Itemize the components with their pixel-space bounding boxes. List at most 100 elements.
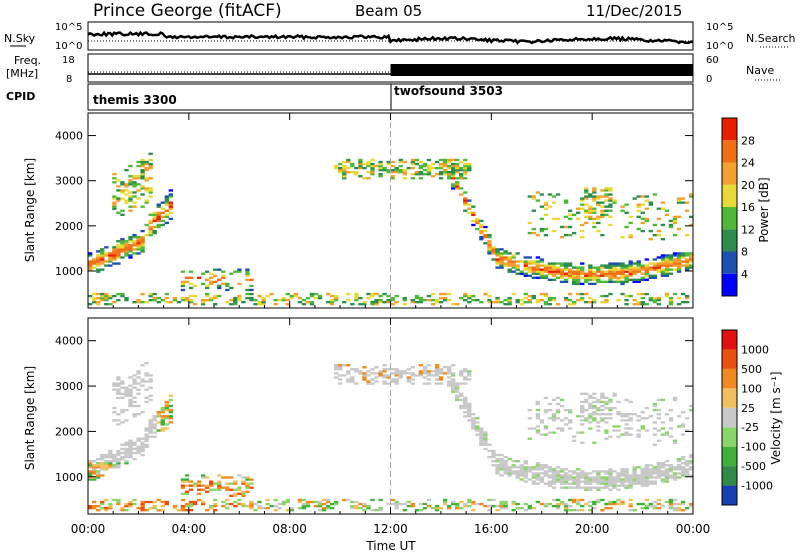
power-cell — [225, 282, 230, 286]
power-cell — [140, 301, 145, 304]
power-cell — [507, 260, 512, 263]
velocity-cell — [112, 382, 117, 385]
velocity-cell — [588, 509, 593, 512]
velocity-cell — [572, 472, 577, 475]
velocity-cell — [668, 500, 674, 504]
velocity-cell — [652, 480, 657, 483]
power-cell — [652, 264, 657, 267]
velocity-cell — [563, 478, 569, 481]
power-cell — [636, 209, 641, 212]
velocity-cell — [688, 504, 694, 508]
power-cell — [644, 303, 649, 306]
power-cell — [394, 166, 399, 170]
power-cell — [640, 203, 645, 206]
power-cell — [487, 250, 492, 253]
power-cell — [317, 294, 323, 298]
velocity-cell — [588, 415, 593, 418]
velocity-cell — [362, 376, 367, 379]
power-cell — [576, 282, 581, 286]
velocity-cell — [652, 472, 657, 475]
velocity-cell — [475, 502, 480, 506]
power-cell — [543, 301, 549, 304]
power-cell — [632, 270, 637, 273]
velocity-cell — [92, 468, 97, 471]
velocity-cell — [523, 476, 528, 479]
velocity-cell — [438, 370, 444, 373]
velocity-cell — [507, 468, 512, 471]
power-cell — [442, 292, 448, 296]
velocity-cell — [132, 386, 137, 389]
velocity-cell — [567, 482, 573, 485]
velocity-cell — [668, 427, 674, 430]
velocity-cell — [164, 427, 169, 430]
power-cell — [463, 166, 468, 170]
power-cell — [648, 201, 653, 204]
power-cell — [120, 213, 125, 216]
power-cell — [446, 160, 452, 164]
power-cell — [616, 268, 621, 271]
velocity-cell — [604, 400, 609, 404]
velocity-cell — [410, 504, 415, 508]
velocity-cell — [672, 506, 678, 510]
power-cell — [471, 298, 476, 302]
power-cell — [515, 264, 520, 267]
velocity-cell — [600, 509, 605, 512]
velocity-cell — [503, 460, 508, 463]
colorbar-frame — [721, 117, 738, 297]
velocity-cell — [350, 504, 355, 508]
power-cell — [531, 227, 536, 231]
power-cell — [539, 276, 545, 279]
velocity-cell — [148, 394, 153, 398]
power-cell — [612, 276, 617, 279]
velocity-cell — [100, 468, 105, 471]
velocity-cell — [350, 368, 355, 371]
velocity-cell — [200, 500, 206, 504]
power-cell — [418, 298, 424, 302]
velocity-cell — [116, 392, 121, 395]
velocity-cell — [596, 486, 601, 489]
power-cell — [531, 209, 536, 212]
power-cell — [636, 280, 641, 284]
velocity-cell — [426, 504, 432, 508]
velocity-cell — [257, 500, 262, 504]
power-cell — [539, 270, 545, 273]
velocity-cell — [600, 470, 605, 473]
velocity-cell — [467, 408, 472, 412]
velocity-cell — [438, 372, 444, 375]
power-cell — [213, 294, 218, 298]
velocity-cell — [128, 439, 133, 442]
velocity-cell — [156, 498, 161, 502]
velocity-cell — [668, 498, 674, 502]
nave-right-label: Nave — [746, 64, 774, 77]
power-cell — [414, 301, 420, 304]
velocity-cell — [559, 476, 565, 479]
power-cell — [305, 301, 311, 304]
velocity-cell — [446, 370, 452, 373]
velocity-cell — [535, 402, 541, 406]
velocity-cell — [418, 372, 424, 375]
colorbar-tick-label: 28 — [741, 134, 755, 147]
velocity-cell — [620, 433, 625, 436]
power-cell — [588, 193, 593, 196]
velocity-cell — [120, 455, 125, 459]
velocity-cell — [225, 488, 230, 491]
velocity-cell — [680, 509, 686, 512]
power-cell — [624, 266, 629, 269]
power-cell — [652, 274, 657, 277]
velocity-cell — [100, 455, 105, 459]
velocity-cell — [664, 431, 670, 434]
velocity-cell — [584, 417, 589, 420]
power-cell — [511, 254, 516, 257]
velocity-cell — [600, 476, 605, 479]
power-y-label: Slant Range [km] — [23, 158, 37, 262]
power-cell — [660, 238, 666, 241]
power-cell — [112, 201, 117, 204]
velocity-cell — [116, 466, 121, 469]
velocity-cell — [483, 504, 488, 508]
velocity-cell — [148, 421, 153, 424]
velocity-cell — [200, 502, 206, 506]
power-cell — [156, 217, 161, 221]
velocity-cell — [96, 462, 101, 465]
power-cell — [455, 162, 460, 166]
velocity-cell — [382, 382, 387, 385]
